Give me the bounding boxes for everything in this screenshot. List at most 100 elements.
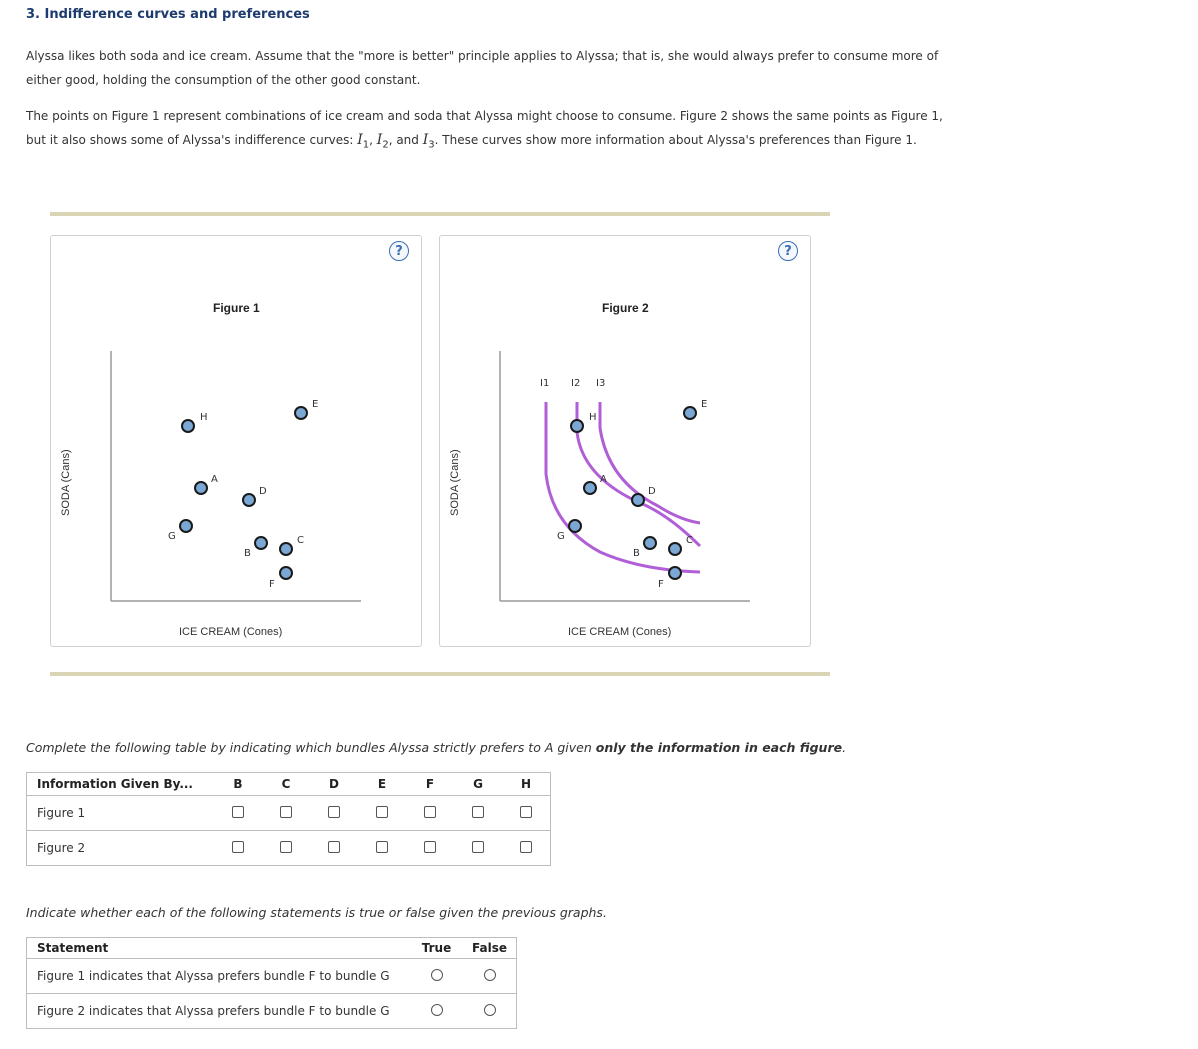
- point-h-label: H: [589, 412, 597, 423]
- table2-instruction: Indicate whether each of the following s…: [26, 905, 607, 920]
- point-g[interactable]: G: [557, 519, 582, 542]
- preference-table: Information Given By... B C D E F G H Fi…: [26, 772, 551, 866]
- checkbox-figure1-f[interactable]: [424, 805, 436, 818]
- point-b[interactable]: B: [244, 536, 268, 559]
- figure1-panel: ? Figure 1 SODA (Cans) ICE CREAM (Cones)…: [50, 235, 422, 647]
- point-g-label: G: [168, 531, 176, 542]
- checkbox-figure1-c[interactable]: [280, 805, 292, 818]
- indifference-curve-i2: [575, 402, 702, 548]
- row-label-figure1: Figure 1: [26, 795, 214, 831]
- point-b[interactable]: B: [633, 536, 657, 559]
- figure1-x-axis-label: ICE CREAM (Cones): [179, 626, 283, 638]
- statement2-true-radio[interactable]: [430, 1003, 443, 1016]
- point-d[interactable]: D: [242, 486, 267, 507]
- table1-instruction: Complete the following table by indicati…: [26, 740, 846, 755]
- figure2-title: Figure 2: [602, 301, 649, 315]
- para2-sep2: , and: [388, 133, 423, 147]
- curve-i3-symbol: I: [422, 132, 429, 148]
- curve-i3-subscript: 3: [428, 139, 435, 151]
- header-false: False: [463, 937, 517, 959]
- true-false-table: Statement True False Figure 1 indicates …: [26, 937, 517, 1029]
- point-a-label: A: [600, 474, 607, 485]
- figure2-x-axis-label: ICE CREAM (Cones): [568, 626, 672, 638]
- section-heading: 3. Indifference curves and preferences: [26, 7, 310, 22]
- statement2-false-radio[interactable]: [483, 1003, 496, 1016]
- instruction1-end: .: [842, 740, 847, 755]
- point-d-label: D: [648, 486, 656, 497]
- checkbox-figure1-d[interactable]: [328, 805, 340, 818]
- intro-paragraph: Alyssa likes both soda and ice cream. As…: [26, 49, 939, 87]
- checkbox-figure2-h[interactable]: [520, 840, 532, 853]
- curve-i2-subscript: 2: [382, 139, 389, 151]
- point-e-label: E: [312, 399, 318, 410]
- true-false-table-header: Statement True False: [26, 937, 517, 959]
- point-a[interactable]: A: [583, 474, 607, 495]
- point-h[interactable]: H: [181, 412, 208, 433]
- row-label-figure2: Figure 2: [26, 830, 214, 866]
- header-col-e: E: [358, 772, 406, 796]
- para2-sep1: ,: [369, 133, 377, 147]
- point-h[interactable]: H: [570, 412, 597, 433]
- header-col-f: F: [406, 772, 454, 796]
- point-e[interactable]: E: [683, 399, 707, 420]
- figure2-panel: ? Figure 2 SODA (Cans) ICE CREAM (Cones)…: [439, 235, 811, 647]
- curve-label-i3: I3: [596, 378, 605, 389]
- checkbox-figure2-g[interactable]: [472, 840, 484, 853]
- table-row: Figure 1: [26, 795, 551, 831]
- point-c-label: C: [686, 535, 693, 546]
- point-e[interactable]: E: [294, 399, 318, 420]
- checkbox-figure1-h[interactable]: [520, 805, 532, 818]
- header-statement: Statement: [26, 937, 410, 959]
- point-f[interactable]: F: [658, 566, 682, 590]
- top-divider: [50, 212, 830, 216]
- instruction1-bold: only the information in each figure: [595, 740, 843, 755]
- checkbox-figure2-f[interactable]: [424, 840, 436, 853]
- point-d[interactable]: D: [631, 486, 656, 507]
- instruction1-text: Complete the following table by indicati…: [26, 740, 596, 755]
- para2-text-before: The points on Figure 1 represent combina…: [26, 109, 943, 147]
- statement-2: Figure 2 indicates that Alyssa prefers b…: [26, 993, 410, 1029]
- statement1-false-radio[interactable]: [483, 968, 496, 981]
- point-c[interactable]: C: [279, 535, 304, 556]
- checkbox-figure1-e[interactable]: [376, 805, 388, 818]
- point-d-label: D: [259, 486, 267, 497]
- statement1-true-radio[interactable]: [430, 968, 443, 981]
- figure2-help-icon[interactable]: ?: [778, 241, 798, 261]
- curve-label-i2: I2: [571, 378, 580, 389]
- point-g[interactable]: G: [168, 519, 193, 542]
- header-true: True: [410, 937, 463, 959]
- point-e-label: E: [701, 399, 707, 410]
- table-row: Figure 2: [26, 830, 551, 866]
- curve-i2-symbol: I: [376, 132, 383, 148]
- table-row: Figure 2 indicates that Alyssa prefers b…: [26, 993, 517, 1029]
- checkbox-figure2-b[interactable]: [232, 840, 244, 853]
- point-c[interactable]: C: [668, 535, 693, 556]
- para2-text-after: . These curves show more information abo…: [434, 133, 917, 147]
- curve-i1-subscript: 1: [362, 139, 370, 151]
- indifference-curve-i3: [598, 402, 701, 525]
- point-f[interactable]: F: [269, 566, 293, 590]
- checkbox-figure2-c[interactable]: [280, 840, 292, 853]
- header-col-d: D: [310, 772, 358, 796]
- figure2-plot: I1 I2 I3 H E A D G B C F: [499, 351, 750, 602]
- point-b-label: B: [244, 548, 251, 559]
- header-col-b: B: [214, 772, 262, 796]
- header-col-c: C: [262, 772, 310, 796]
- point-c-label: C: [297, 535, 304, 546]
- point-a-label: A: [211, 474, 218, 485]
- indifference-curve-i1: [544, 402, 701, 574]
- preference-table-header: Information Given By... B C D E F G H: [26, 772, 551, 796]
- checkbox-figure1-g[interactable]: [472, 805, 484, 818]
- checkbox-figure1-b[interactable]: [232, 805, 244, 818]
- point-f-label: F: [269, 579, 275, 590]
- checkbox-figure2-e[interactable]: [376, 840, 388, 853]
- figure1-plot: H E A D G B C F: [110, 351, 361, 602]
- header-col-g: G: [454, 772, 502, 796]
- figure1-help-icon[interactable]: ?: [389, 241, 409, 261]
- point-a[interactable]: A: [194, 474, 218, 495]
- point-g-label: G: [557, 531, 565, 542]
- checkbox-figure2-d[interactable]: [328, 840, 340, 853]
- header-information-given-by: Information Given By...: [26, 772, 214, 796]
- table-row: Figure 1 indicates that Alyssa prefers b…: [26, 958, 517, 994]
- header-col-h: H: [502, 772, 551, 796]
